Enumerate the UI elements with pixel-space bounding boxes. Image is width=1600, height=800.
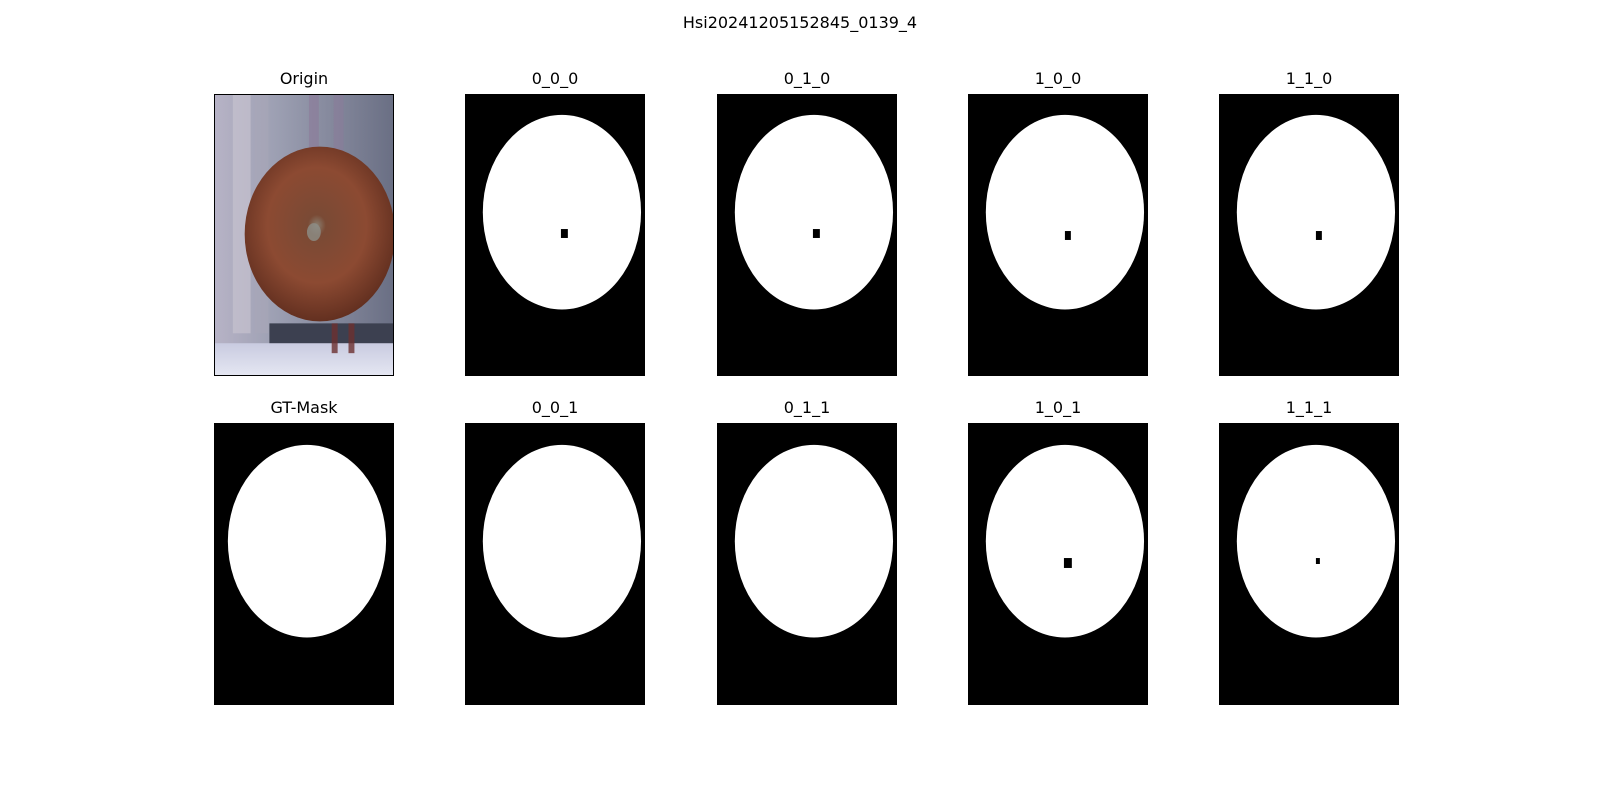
mask-region (1236, 114, 1396, 310)
segmentation-mask (466, 95, 644, 375)
panel-1-1-1: 1_1_1 (1219, 398, 1399, 705)
mask-image (1219, 423, 1399, 705)
mask-image (717, 94, 897, 376)
mask-image (465, 94, 645, 376)
mask-region (985, 114, 1145, 310)
panel-0-1-0: 0_1_0 (717, 69, 897, 376)
panel-title: 0_1_0 (783, 69, 831, 88)
mask-region (482, 114, 642, 310)
segmentation-mask (1220, 95, 1398, 375)
mask-region (985, 444, 1145, 638)
panel-title: GT-Mask (270, 398, 338, 417)
segmentation-mask (718, 95, 896, 375)
mask-region (482, 444, 642, 638)
panel-1-1-0: 1_1_0 (1219, 69, 1399, 376)
panel-0-0-0: 0_0_0 (465, 69, 645, 376)
panel-1-0-0: 1_0_0 (968, 69, 1148, 376)
origin-image (214, 94, 394, 376)
mask-image (968, 423, 1148, 705)
mask-region (227, 444, 387, 638)
origin-photo (215, 95, 393, 375)
mask-hole (1063, 558, 1072, 568)
figure-title: Hsi20241205152845_0139_4 (682, 13, 918, 32)
panel-title: 0_0_0 (531, 69, 579, 88)
panel-0-1-1: 0_1_1 (717, 398, 897, 705)
mask-region (734, 114, 894, 310)
panel-1-0-1: 1_0_1 (968, 398, 1148, 705)
segmentation-mask (969, 95, 1147, 375)
mask-region (734, 444, 894, 638)
segmentation-mask (1220, 424, 1398, 704)
mask-hole (812, 229, 820, 238)
mask-hole (1315, 231, 1322, 240)
mask-image (1219, 94, 1399, 376)
segmentation-mask (718, 424, 896, 704)
segmentation-mask (466, 424, 644, 704)
mask-hole (560, 229, 568, 238)
panel-0-0-1: 0_0_1 (465, 398, 645, 705)
mask-hole (1064, 231, 1071, 240)
mask-image (214, 423, 394, 705)
mask-hole (1315, 558, 1320, 564)
mask-image (465, 423, 645, 705)
panel-title: 1_1_1 (1285, 398, 1333, 417)
panel-title: 1_1_0 (1285, 69, 1333, 88)
panel-title: 0_0_1 (531, 398, 579, 417)
panel-title: 1_0_0 (1034, 69, 1082, 88)
panel-title: Origin (279, 69, 329, 88)
segmentation-mask (215, 424, 393, 704)
mask-image (717, 423, 897, 705)
panel-gt-mask: GT-Mask (214, 398, 394, 705)
mask-image (968, 94, 1148, 376)
mask-region (1236, 444, 1396, 638)
segmentation-mask (969, 424, 1147, 704)
panel-origin: Origin (214, 69, 394, 376)
panel-title: 0_1_1 (783, 398, 831, 417)
panel-title: 1_0_1 (1034, 398, 1082, 417)
